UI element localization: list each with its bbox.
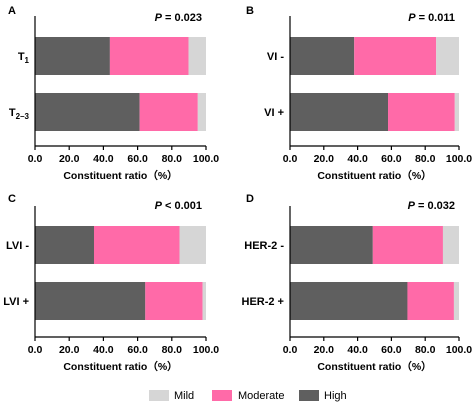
x-axis-title: Constituent ratio（%） [63, 360, 177, 373]
legend-swatch-mild [149, 390, 169, 401]
panel-d: D P = 0.032 HER-2 - HER-2 + 0.0 20.0 40.0 60.0 8… [242, 193, 473, 373]
category-label: LVI - [6, 240, 29, 252]
bar-segment-moderate-1 [93, 226, 180, 264]
x-tick-label: 20.0 [59, 344, 80, 356]
bar-segment-moderate-2 [388, 93, 455, 131]
bar-segment-moderate-1 [372, 226, 443, 264]
x-tick-label: 0.0 [28, 153, 43, 165]
legend-label-mild: Mild [174, 390, 194, 402]
x-tick-label: 100.0 [193, 344, 219, 356]
bar-segment-moderate-2 [139, 93, 198, 131]
x-tick-label: 60.0 [127, 344, 148, 356]
x-tick-label: 100.0 [446, 344, 472, 356]
bar-segment-high-2 [290, 282, 408, 320]
bar-segment-moderate-2 [407, 282, 454, 320]
x-tick-label: 80.0 [415, 153, 436, 165]
panel-b: B P = 0.011 VI - VI + 0.0 20.0 40.0 60.0 80.0 100… [246, 5, 472, 182]
panel-letter: C [8, 193, 16, 205]
category-label: HER-2 + [242, 296, 285, 308]
x-tick-label: 60.0 [381, 344, 402, 356]
bar-segment-moderate-1 [109, 37, 189, 75]
panel-letter: B [246, 5, 254, 17]
bar-segment-moderate-1 [354, 37, 437, 75]
category-label: VI - [267, 51, 284, 63]
x-tick-label: 40.0 [347, 344, 368, 356]
x-tick-label: 40.0 [93, 153, 114, 165]
x-tick-label: 40.0 [93, 344, 114, 356]
x-axis-title: Constituent ratio（%） [317, 169, 431, 182]
x-tick-label: 80.0 [162, 153, 183, 165]
legend-swatch-high [299, 390, 319, 401]
p-value-label: P = 0.023 [155, 12, 202, 24]
bar-segment-high-2 [35, 282, 146, 320]
x-tick-label: 80.0 [415, 344, 436, 356]
bar-segment-mild-1 [188, 37, 206, 75]
panel-c: C P < 0.001 LVI - LVI + 0.0 20.0 40.0 60.0 80.0 1… [3, 193, 219, 373]
x-tick-label: 60.0 [381, 153, 402, 165]
legend-label-high: High [324, 390, 347, 402]
p-value-label: P = 0.032 [408, 200, 455, 212]
bar-segment-high-1 [35, 37, 110, 75]
bar-segment-high-1 [290, 226, 373, 264]
x-axis-title: Constituent ratio（%） [317, 360, 431, 373]
x-tick-label: 0.0 [283, 153, 298, 165]
p-value-label: P = 0.011 [408, 12, 455, 24]
p-value-label: P < 0.001 [155, 200, 202, 212]
x-tick-label: 60.0 [127, 153, 148, 165]
bar-segment-mild-2 [453, 282, 459, 320]
x-tick-label: 80.0 [162, 344, 183, 356]
category-label: LVI + [3, 296, 29, 308]
bar-segment-mild-2 [202, 282, 206, 320]
category-label: HER-2 - [244, 240, 284, 252]
x-tick-label: 40.0 [347, 153, 368, 165]
panel-letter: A [8, 5, 16, 17]
bar-segment-mild-1 [179, 226, 206, 264]
bar-segment-high-2 [35, 93, 140, 131]
legend: Mild Moderate High [149, 390, 347, 402]
x-tick-label: 20.0 [314, 344, 335, 356]
bar-segment-mild-2 [454, 93, 459, 131]
x-tick-label: 0.0 [283, 344, 298, 356]
legend-label-moderate: Moderate [238, 390, 284, 402]
bar-segment-mild-1 [436, 37, 459, 75]
bar-segment-high-1 [290, 37, 355, 75]
x-tick-label: 20.0 [314, 153, 335, 165]
legend-swatch-moderate [212, 390, 232, 401]
panel-a: A P = 0.023 T1 T2–3 0.0 20.0 40.0 60.0 80.0 100.0… [8, 5, 219, 182]
bar-segment-high-2 [290, 93, 389, 131]
bar-segment-mild-1 [442, 226, 459, 264]
bar-segment-mild-2 [197, 93, 206, 131]
bar-segment-high-1 [35, 226, 94, 264]
category-label: T2–3 [9, 107, 30, 121]
category-label: VI + [264, 107, 284, 119]
category-label: T1 [18, 51, 30, 65]
x-tick-label: 100.0 [446, 153, 472, 165]
x-tick-label: 20.0 [59, 153, 80, 165]
x-tick-label: 100.0 [193, 153, 219, 165]
panel-letter: D [246, 193, 254, 205]
x-axis-title: Constituent ratio（%） [63, 169, 177, 182]
x-tick-label: 0.0 [28, 344, 43, 356]
bar-segment-moderate-2 [145, 282, 203, 320]
